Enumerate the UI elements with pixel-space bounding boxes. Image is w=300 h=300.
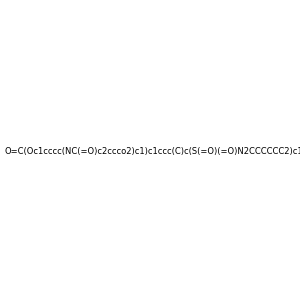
Text: O=C(Oc1cccc(NC(=O)c2ccco2)c1)c1ccc(C)c(S(=O)(=O)N2CCCCCC2)c1: O=C(Oc1cccc(NC(=O)c2ccco2)c1)c1ccc(C)c(S… bbox=[4, 147, 300, 156]
